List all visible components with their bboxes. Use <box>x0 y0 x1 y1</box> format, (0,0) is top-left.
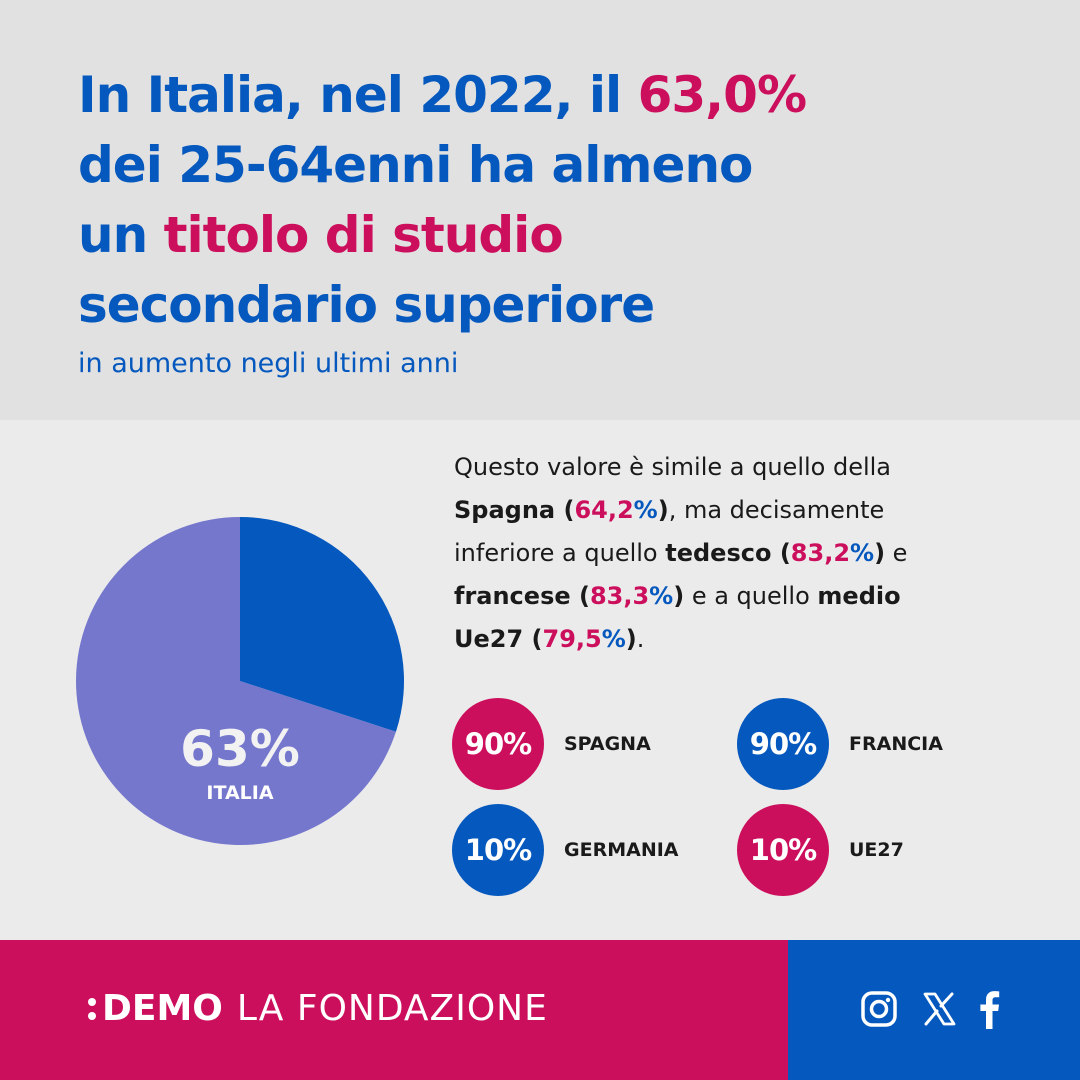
para-open-paren-2: ( <box>771 539 791 567</box>
badge-label: FRANCIA <box>849 733 943 755</box>
header: In Italia, nel 2022, il 63,0% dei 25-64e… <box>0 0 1080 420</box>
facebook-icon[interactable] <box>974 988 1004 1030</box>
headline-highlight-title: titolo di studio <box>163 206 564 264</box>
pie-slice-italia <box>76 517 396 845</box>
para-value-tedesco: 83,2% <box>791 539 874 567</box>
para-pct-sign-3: % <box>649 582 674 610</box>
para-pct-sign-4: % <box>601 625 626 653</box>
para-value-medio: 79,5% <box>543 625 626 653</box>
para-open-paren-1: ( <box>555 496 575 524</box>
para-close-paren-3: ) <box>673 582 685 610</box>
badge-label: GERMANIA <box>564 839 679 861</box>
para-period: . <box>636 625 645 653</box>
badge-label: UE27 <box>849 839 904 861</box>
badge-circle: 10% <box>737 804 829 896</box>
badge-label: SPAGNA <box>564 733 651 755</box>
demo-logo: DEMO LA FONDAZIONE <box>88 988 548 1029</box>
headline-highlight-percent: 63,0% <box>637 66 807 124</box>
logo-fondazione-text: LA FONDAZIONE <box>236 988 548 1029</box>
main-content: 63% ITALIA Questo valore è simile a quel… <box>0 420 1080 940</box>
badge-spagna: 90% SPAGNA <box>452 698 651 790</box>
pie-center-label: ITALIA <box>206 782 274 804</box>
para-close-paren-4: ) <box>625 625 637 653</box>
para-pct-sign-1: % <box>633 496 658 524</box>
headline-line4-text: secondario superiore <box>78 276 655 334</box>
para-value-tedesco-num: 83,2 <box>790 539 851 567</box>
para-close-paren-2: ) <box>874 539 886 567</box>
instagram-icon[interactable] <box>858 988 900 1030</box>
badge-francia: 90% FRANCIA <box>737 698 943 790</box>
para-value-francese: 83,3% <box>590 582 673 610</box>
para-open-paren-3: ( <box>570 582 590 610</box>
para-value-francese-num: 83,3 <box>589 582 650 610</box>
headline-line3-text: un <box>78 206 164 264</box>
headline: In Italia, nel 2022, il 63,0% dei 25-64e… <box>78 60 978 340</box>
para-country-spagna: Spagna <box>454 496 556 524</box>
badge-circle: 90% <box>737 698 829 790</box>
description-paragraph: Questo valore è simile a quello della Sp… <box>454 446 974 661</box>
pie-center-value: 63% <box>180 720 300 778</box>
badge-ue27: 10% UE27 <box>737 804 904 896</box>
logo-colon-icon <box>88 995 96 1023</box>
logo-demo-text: DEMO <box>102 988 223 1029</box>
para-text-2: , ma decisamente inferiore a quello <box>454 496 885 567</box>
badge-germania: 10% GERMANIA <box>452 804 679 896</box>
para-medio-ue27: medio Ue27 <box>454 582 901 653</box>
para-text-1: Questo valore è simile a quello della <box>454 453 892 481</box>
para-country-francese: francese <box>454 582 571 610</box>
para-value-medio-num: 79,5 <box>542 625 602 653</box>
badge-circle: 90% <box>452 698 544 790</box>
subtitle: in aumento negli ultimi anni <box>78 348 459 379</box>
para-open-paren-4: ( <box>523 625 543 653</box>
para-value-spagna-num: 64,2 <box>574 496 634 524</box>
para-value-spagna: 64,2% <box>574 496 657 524</box>
footer-social-bar <box>788 940 1080 1080</box>
headline-line1-text: In Italia, nel 2022, il <box>78 66 638 124</box>
para-text-3: e <box>885 539 908 567</box>
para-close-paren-1: ) <box>657 496 669 524</box>
para-text-4: e a quello <box>684 582 818 610</box>
pie-slice-other <box>240 517 404 732</box>
footer-brand-bar: DEMO LA FONDAZIONE <box>0 940 788 1080</box>
pie-chart <box>76 517 404 845</box>
headline-line2-text: dei 25-64enni ha almeno <box>78 136 753 194</box>
badge-circle: 10% <box>452 804 544 896</box>
para-pct-sign-2: % <box>850 539 875 567</box>
para-country-tedesco: tedesco <box>665 539 772 567</box>
x-icon[interactable] <box>918 988 960 1030</box>
